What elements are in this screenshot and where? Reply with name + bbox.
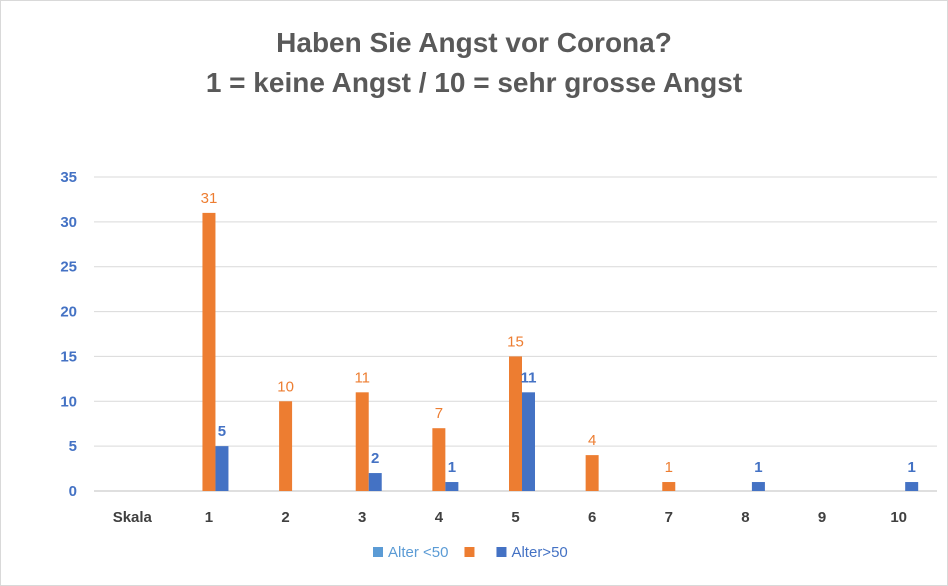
data-label-series1-7: 1	[665, 459, 673, 476]
chart-title-line2: 1 = keine Angst / 10 = sehr grosse Angst	[205, 67, 743, 98]
data-label-series1-5: 15	[507, 333, 524, 350]
bar-series1-6	[585, 455, 599, 491]
legend-swatch-0	[373, 547, 383, 557]
bar-series2-4	[445, 482, 459, 491]
x-tick-label-6: 6	[588, 509, 596, 526]
data-label-series1-2: 10	[277, 378, 294, 395]
bar-series2-5	[522, 392, 535, 491]
x-tick-label-7: 7	[665, 509, 673, 526]
bar-series2-10	[905, 482, 919, 491]
data-label-series2-4: 1	[448, 459, 456, 476]
bar-series1-7	[662, 482, 676, 491]
x-tick-label-4: 4	[435, 509, 444, 526]
bar-series1-2	[279, 401, 293, 491]
x-tick-label-Skala: Skala	[113, 509, 153, 526]
y-tick-label-0: 0	[69, 483, 77, 500]
x-tick-label-5: 5	[511, 509, 519, 526]
bar-series2-3	[368, 473, 382, 491]
y-tick-label-5: 5	[69, 438, 77, 455]
legend-label-2: Alter>50	[511, 544, 567, 561]
x-tick-label-10: 10	[890, 509, 907, 526]
x-tick-label-1: 1	[205, 509, 213, 526]
data-label-series2-10: 1	[908, 459, 916, 476]
y-tick-label-30: 30	[60, 214, 77, 231]
bar-series1-3	[355, 392, 369, 491]
chart-title-line1: Haben Sie Angst vor Corona?	[276, 27, 672, 58]
y-tick-label-25: 25	[60, 259, 77, 276]
x-tick-label-3: 3	[358, 509, 366, 526]
bar-series2-1	[215, 446, 229, 491]
x-tick-label-8: 8	[741, 509, 749, 526]
data-label-series1-4: 7	[435, 405, 443, 422]
y-tick-label-10: 10	[60, 393, 77, 410]
data-label-series2-3: 2	[371, 450, 379, 467]
data-label-series2-8: 1	[754, 459, 762, 476]
x-tick-label-9: 9	[818, 509, 826, 526]
data-label-series2-5: 11	[521, 369, 537, 386]
data-label-series1-3: 11	[354, 369, 370, 386]
bar-series1-4	[432, 428, 446, 491]
bar-series1-5	[509, 356, 522, 491]
legend-swatch-2	[496, 547, 507, 557]
bar-series1-1	[202, 212, 216, 491]
bar-series2-8	[751, 482, 765, 491]
y-tick-label-15: 15	[60, 348, 77, 365]
data-label-series2-1: 5	[218, 423, 226, 440]
x-tick-label-2: 2	[281, 509, 289, 526]
y-tick-label-35: 35	[60, 169, 77, 186]
data-label-series1-1: 31	[201, 190, 218, 207]
y-tick-label-20: 20	[60, 304, 77, 321]
legend-label-0: Alter <50	[388, 544, 448, 561]
chart-title: Haben Sie Angst vor Corona? 1 = keine An…	[1, 23, 947, 103]
legend-swatch-1	[464, 547, 475, 557]
data-label-series1-6: 4	[588, 432, 596, 449]
